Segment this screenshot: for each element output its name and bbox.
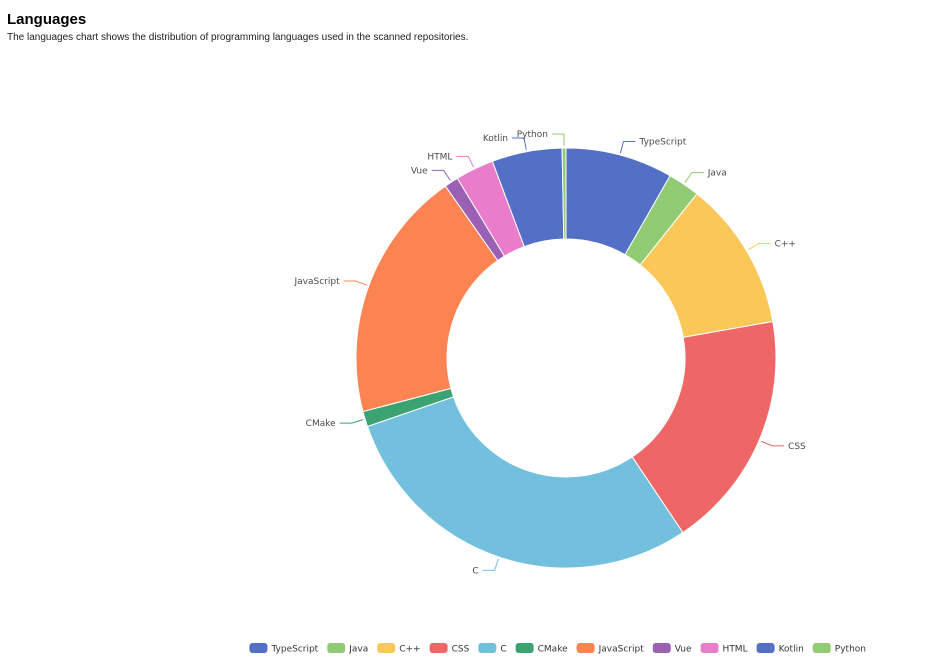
legend-label-html: HTML xyxy=(723,645,748,655)
slice-css[interactable] xyxy=(631,320,777,534)
leader-line-css xyxy=(760,440,785,447)
slice-label-c: C xyxy=(472,566,478,576)
legend-item-c[interactable]: C xyxy=(478,643,507,655)
slice-label-vue: Vue xyxy=(411,166,428,176)
leader-line-cpp xyxy=(748,243,771,251)
legend-label-c: C xyxy=(500,645,506,655)
leader-line-java xyxy=(684,172,704,183)
legend-swatch-c xyxy=(478,643,497,653)
slice-label-cmake: CMake xyxy=(306,419,336,429)
legend-label-python: Python xyxy=(835,645,866,655)
slice-label-javascript: JavaScript xyxy=(294,277,341,287)
legend-item-vue[interactable]: Vue xyxy=(652,643,692,655)
slice-labels: TypeScript Java C++ CSS C CMake JavaScript Vue H… xyxy=(294,130,807,576)
chart-legend: TypeScript Java C++ CSS C CMake JavaScript Vue H… xyxy=(249,643,866,655)
legend-label-javascript: JavaScript xyxy=(598,645,645,655)
leader-line-typescript xyxy=(619,140,636,154)
leader-line-c xyxy=(482,558,499,571)
leader-line-javascript xyxy=(343,280,368,286)
legend-item-css[interactable]: CSS xyxy=(429,643,470,655)
slice-python[interactable] xyxy=(561,147,567,240)
slice-label-java: Java xyxy=(707,169,727,179)
legend-item-kotlin[interactable]: Kotlin xyxy=(756,643,804,655)
leader-line-kotlin xyxy=(512,137,527,150)
legend-label-cmake: CMake xyxy=(538,645,568,655)
slice-label-typescript: TypeScript xyxy=(638,137,686,147)
leader-line-python xyxy=(551,133,565,147)
slice-label-css: CSS xyxy=(788,442,806,452)
legend-swatch-html xyxy=(700,643,719,653)
legend-swatch-vue xyxy=(652,643,671,653)
chart-header: Languages The languages chart shows the … xyxy=(7,10,937,45)
legend-label-cpp: C++ xyxy=(399,645,420,655)
donut-slices xyxy=(355,147,777,569)
slice-label-kotlin: Kotlin xyxy=(483,134,508,144)
page-title: Languages xyxy=(7,11,87,28)
leader-line-cmake xyxy=(339,419,364,424)
legend-label-kotlin: Kotlin xyxy=(779,645,804,655)
legend-swatch-typescript xyxy=(249,643,268,653)
page-subtitle: The languages chart shows the distributi… xyxy=(7,32,469,43)
legend-swatch-cpp xyxy=(377,643,396,653)
legend-label-java: Java xyxy=(348,645,368,655)
legend-label-typescript: TypeScript xyxy=(270,645,318,655)
leader-line-html xyxy=(456,155,475,168)
legend-item-java[interactable]: Java xyxy=(327,643,368,655)
legend-item-typescript[interactable]: TypeScript xyxy=(249,643,319,655)
legend-item-cmake[interactable]: CMake xyxy=(515,643,568,655)
slice-label-python: Python xyxy=(517,130,548,140)
legend-swatch-javascript xyxy=(576,643,595,653)
legend-swatch-kotlin xyxy=(756,643,775,653)
legend-item-python[interactable]: Python xyxy=(812,643,866,655)
slice-label-html: HTML xyxy=(427,152,452,162)
legend-swatch-python xyxy=(812,643,831,653)
legend-swatch-css xyxy=(429,643,448,653)
legend-item-html[interactable]: HTML xyxy=(700,643,748,655)
legend-item-javascript[interactable]: JavaScript xyxy=(576,643,645,655)
legend-swatch-java xyxy=(327,643,346,653)
legend-label-vue: Vue xyxy=(675,645,692,655)
slice-javascript[interactable] xyxy=(355,185,499,413)
legend-label-css: CSS xyxy=(452,645,470,655)
leader-line-vue xyxy=(431,169,451,181)
legend-item-cpp[interactable]: C++ xyxy=(377,643,421,655)
slice-label-cpp: C++ xyxy=(775,240,796,250)
legend-swatch-cmake xyxy=(515,643,534,653)
slice-c[interactable] xyxy=(366,396,684,569)
